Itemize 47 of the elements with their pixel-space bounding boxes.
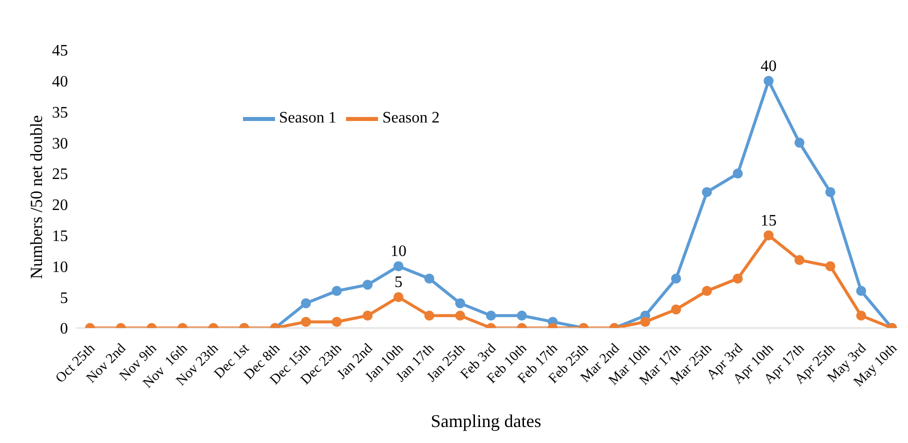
point (671, 304, 682, 314)
point (424, 310, 434, 321)
y-tick-label: 10 (52, 258, 68, 276)
point (486, 310, 496, 321)
y-tick-label: 15 (52, 228, 68, 246)
point (332, 316, 342, 327)
point (702, 187, 712, 198)
data-label: 15 (760, 212, 777, 230)
point (424, 274, 434, 284)
point (640, 316, 650, 327)
point (825, 187, 836, 198)
point (516, 310, 527, 321)
x-axis-title: Sampling dates (430, 411, 542, 431)
point (794, 255, 804, 266)
legend-label: Season 1 (279, 110, 336, 127)
point (702, 286, 712, 296)
point (300, 316, 311, 327)
y-axis-title: Numbers /50 net double (27, 115, 46, 279)
point (825, 261, 836, 272)
y-tick-label: 45 (52, 42, 68, 60)
point (794, 138, 804, 148)
point (732, 168, 743, 179)
data-label: 10 (390, 243, 406, 260)
legend-label: Season 2 (382, 110, 440, 127)
point (764, 230, 774, 240)
point (732, 274, 743, 284)
y-tick-label: 5 (60, 290, 68, 307)
point (764, 76, 774, 86)
y-tick-label: 20 (52, 197, 68, 214)
y-tick-label: 35 (52, 104, 68, 122)
point (856, 286, 866, 296)
y-tick-label: 0 (60, 320, 68, 338)
point (455, 298, 466, 308)
point (455, 310, 466, 321)
y-tick-label: 25 (52, 166, 68, 184)
point (362, 280, 373, 290)
data-label: 5 (394, 274, 402, 292)
point (856, 310, 866, 321)
point (671, 274, 682, 284)
y-tick-label: 30 (52, 135, 68, 152)
point (332, 286, 342, 296)
point (393, 261, 404, 272)
y-tick-label: 40 (52, 74, 68, 91)
point (300, 298, 311, 308)
point (393, 292, 404, 302)
point (362, 310, 373, 321)
data-label: 40 (760, 58, 777, 75)
